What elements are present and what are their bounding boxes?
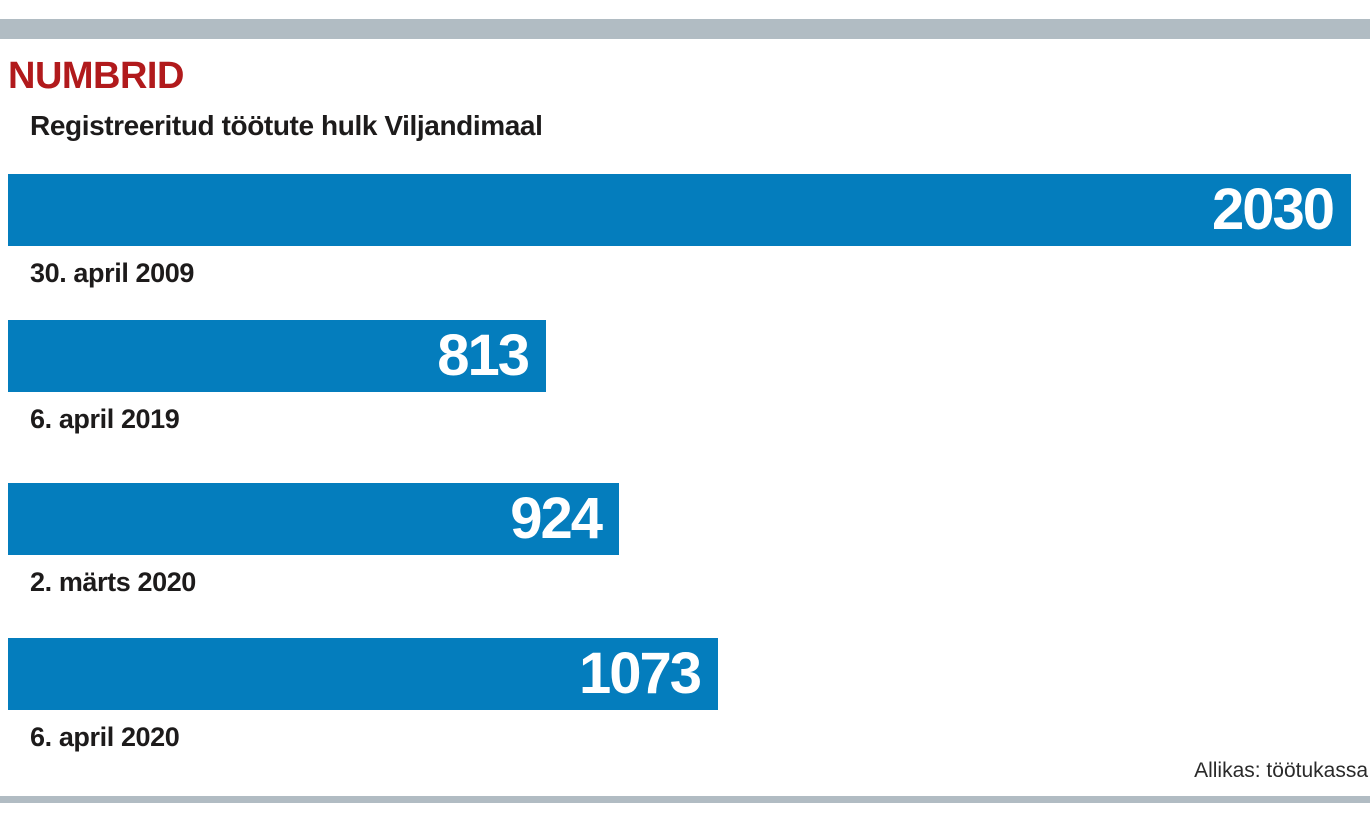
category-label: 6. april 2019 <box>30 404 180 434</box>
bar: 813 <box>8 320 546 392</box>
bar: 2030 <box>8 174 1351 246</box>
chart-title: Registreeritud töötute hulk Viljandimaal <box>30 110 543 141</box>
category-label: 30. april 2009 <box>30 258 195 288</box>
category-label: 6. april 2020 <box>30 722 180 752</box>
bar: 924 <box>8 483 619 555</box>
bar-value-label: 1073 <box>578 641 702 706</box>
top-rule <box>0 19 1370 39</box>
bar-value-label: 924 <box>510 486 603 551</box>
section-label: NUMBRID <box>8 55 184 97</box>
bar-value-label: 2030 <box>1211 177 1335 242</box>
bottom-rule <box>0 796 1370 803</box>
bar: 1073 <box>8 638 718 710</box>
source-note: Allikas: töötukassa <box>1194 759 1368 782</box>
category-label: 2. märts 2020 <box>30 567 196 597</box>
bar-value-label: 813 <box>437 323 530 388</box>
